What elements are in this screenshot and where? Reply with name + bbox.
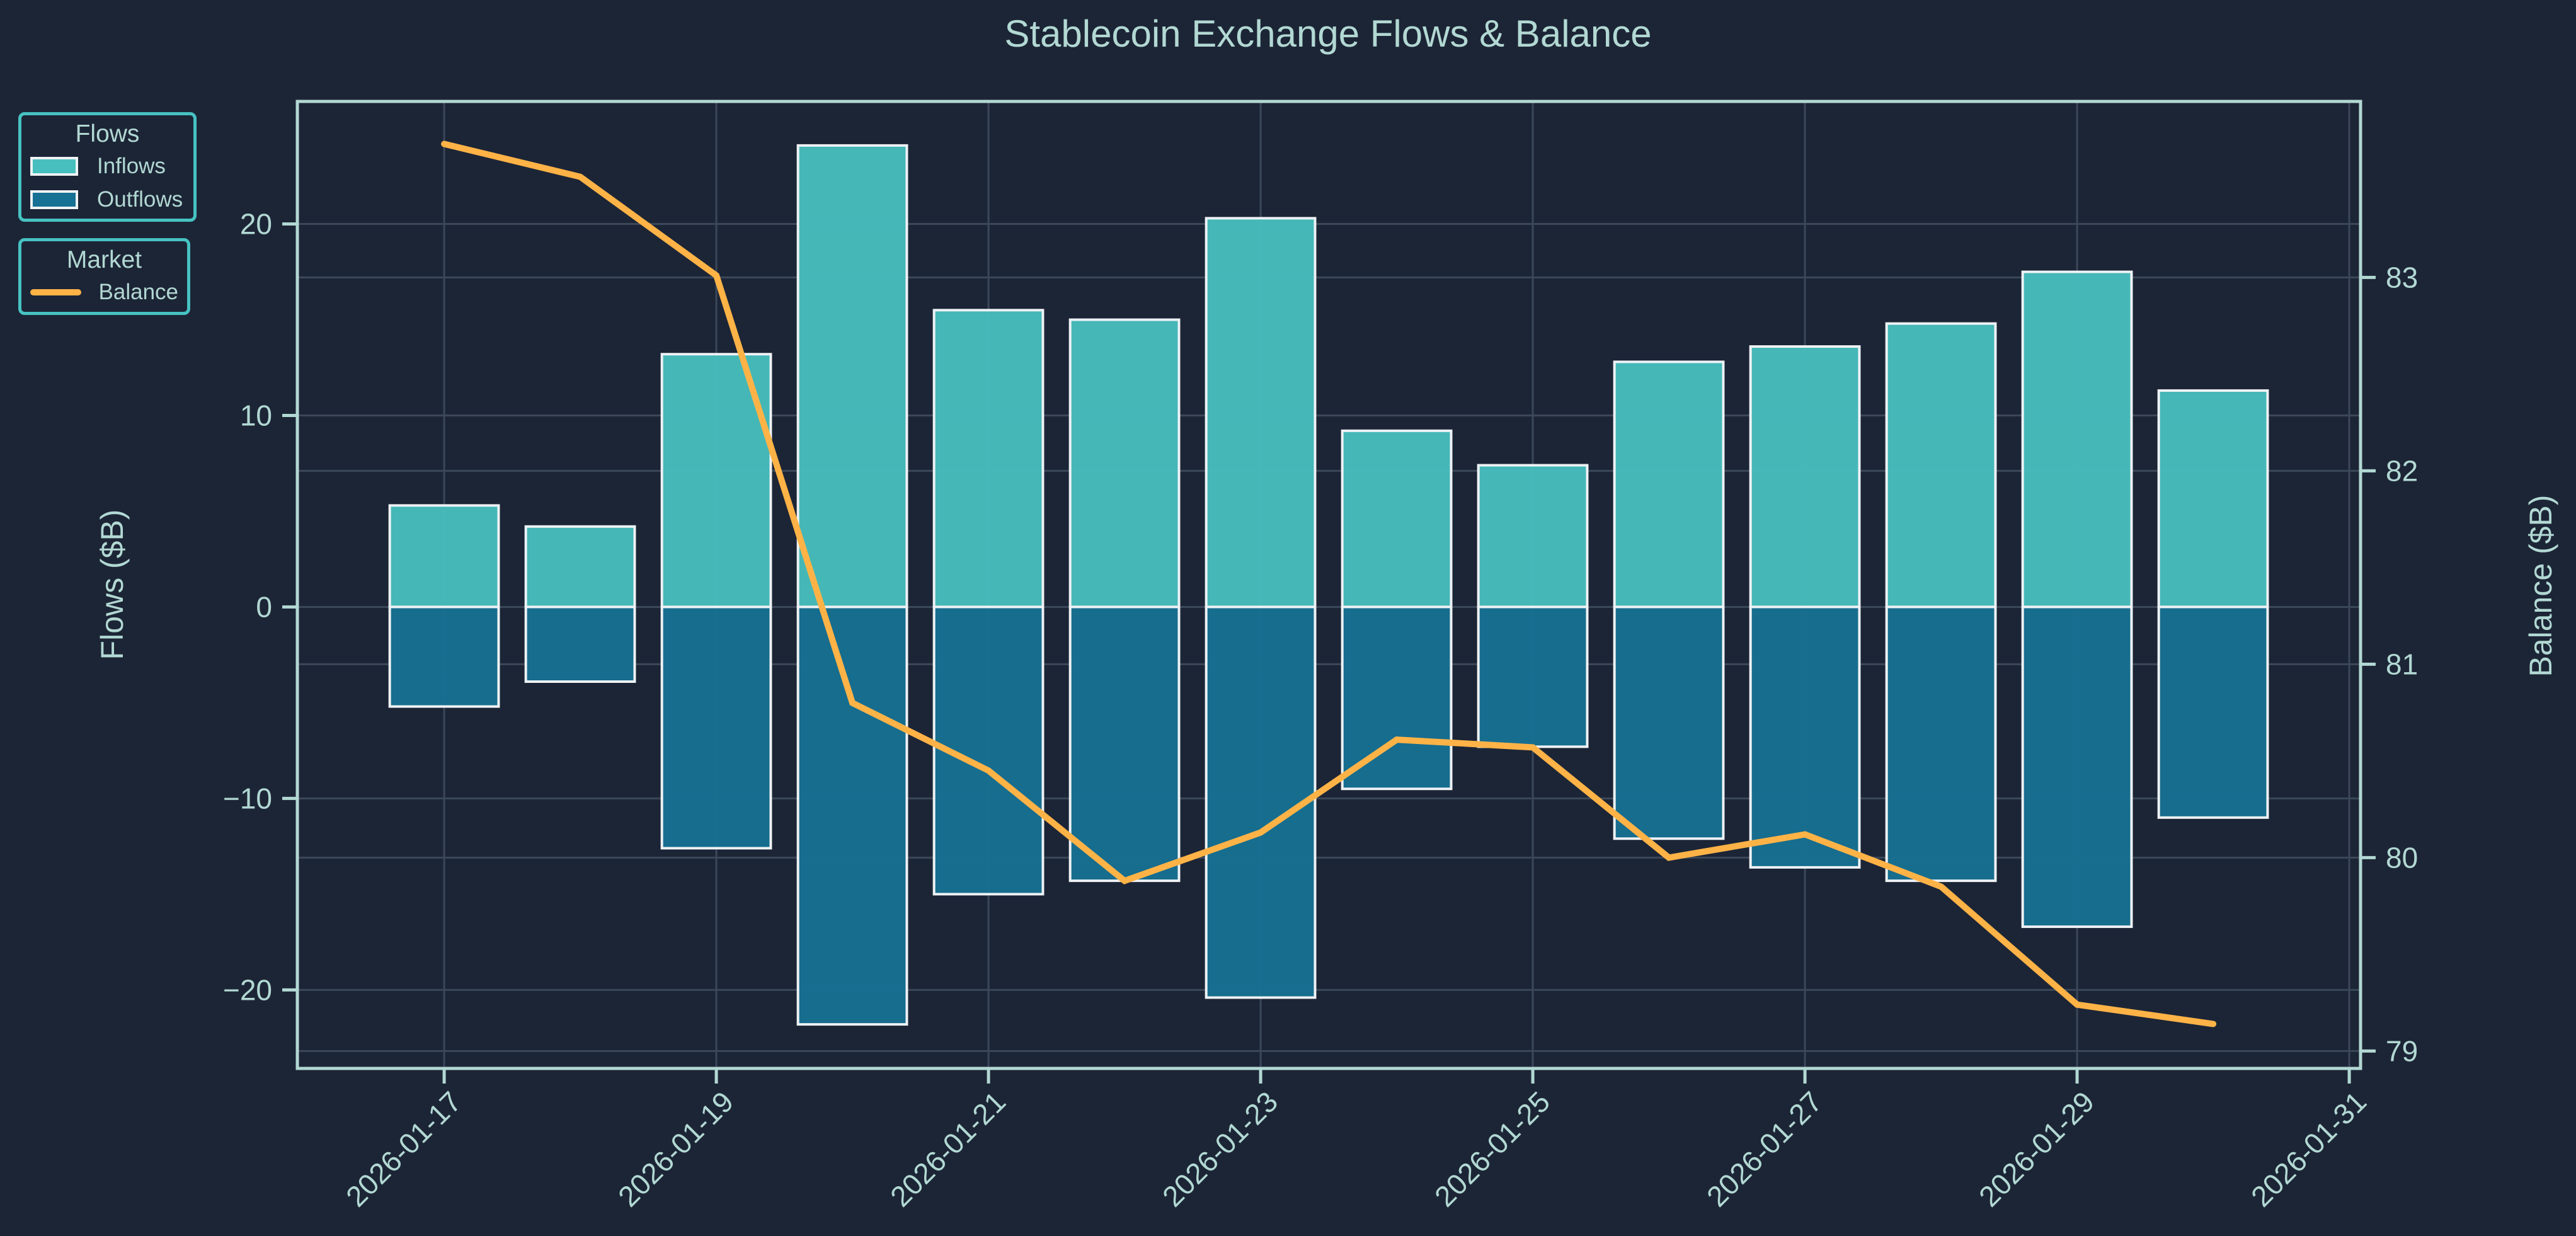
legend-label-inflows: Inflows (97, 153, 166, 178)
legend-label-balance: Balance (98, 279, 178, 304)
y-tick-label-left: −20 (223, 973, 272, 1006)
inflows-bar (1477, 464, 1589, 609)
inflows-bar (2157, 389, 2269, 609)
y-tick-label-left: 20 (240, 208, 272, 241)
legend-flows: Flows Inflows Outflows (18, 112, 197, 222)
inflows-bar (524, 525, 636, 609)
legend-market: Market Balance (18, 238, 190, 315)
outflows-bar (2021, 605, 2133, 929)
balance-line (441, 140, 2217, 1027)
inflows-bar (2021, 270, 2133, 609)
y-tick-label-left: −10 (223, 782, 272, 815)
x-tick-label: 2026-01-25 (1428, 1085, 1556, 1213)
x-tick-label: 2026-01-29 (1972, 1085, 2100, 1213)
plot-frame (295, 100, 2362, 1070)
inflows-bar (1749, 345, 1861, 609)
x-tick-label: 2026-01-19 (612, 1085, 740, 1213)
y-tick-label-right: 81 (2386, 648, 2418, 680)
x-tick-label: 2026-01-31 (2245, 1085, 2373, 1213)
outflows-bar (1205, 605, 1317, 999)
legend-market-title: Market (66, 246, 142, 273)
y-tick-label-left: 10 (240, 399, 272, 432)
outflows-bar (524, 605, 636, 683)
inflows-swatch (30, 156, 78, 176)
outflows-bar (796, 605, 908, 1026)
plot-frame-rect (295, 100, 2362, 1070)
inflows-bar (1613, 360, 1725, 609)
y-tick-label-left: 0 (256, 590, 272, 623)
legend-flows-title: Flows (75, 120, 140, 147)
y-axis-label-right: Balance ($B) (2523, 495, 2558, 677)
y-axis-label-left: Flows ($B) (94, 510, 130, 660)
outflows-bar (2157, 605, 2269, 819)
balance-line-swatch (30, 289, 81, 295)
outflows-swatch (30, 190, 78, 209)
x-tick-label: 2026-01-17 (340, 1085, 467, 1213)
chart-title: Stablecoin Exchange Flows & Balance (1004, 13, 1651, 55)
outflows-bar (388, 605, 500, 708)
inflows-bar (1068, 318, 1181, 609)
x-tick-label: 2026-01-23 (1156, 1085, 1284, 1213)
y-tick-label-right: 80 (2386, 841, 2418, 874)
outflows-bar (1749, 605, 1861, 869)
x-tick-label: 2026-01-21 (884, 1085, 1012, 1213)
y-tick-label-right: 82 (2386, 454, 2418, 487)
outflows-bar (1477, 605, 1589, 748)
outflows-bar (1885, 605, 1997, 883)
bars (388, 144, 2269, 1026)
y-tick-label-right: 83 (2386, 261, 2418, 294)
legend-entry-outflows: Outflows (30, 183, 185, 216)
inflows-bar (1341, 429, 1453, 609)
legend-entry-inflows: Inflows (30, 149, 185, 183)
inflows-bar (796, 144, 908, 609)
outflows-bar (1341, 605, 1453, 791)
inflows-bar (1205, 217, 1317, 609)
outflows-bar (660, 605, 772, 850)
x-tick-label: 2026-01-27 (1700, 1085, 1828, 1213)
legend-label-outflows: Outflows (97, 186, 183, 212)
outflows-bar (1613, 605, 1725, 840)
inflows-bar (932, 309, 1045, 609)
legend-entry-balance: Balance (30, 275, 178, 309)
inflows-bar (1885, 322, 1997, 609)
outflows-bar (1068, 605, 1181, 883)
grid (297, 101, 2361, 1068)
balance-line-layer (441, 140, 2217, 1027)
y-tick-label-right: 79 (2386, 1034, 2418, 1067)
inflows-bar (388, 504, 500, 609)
